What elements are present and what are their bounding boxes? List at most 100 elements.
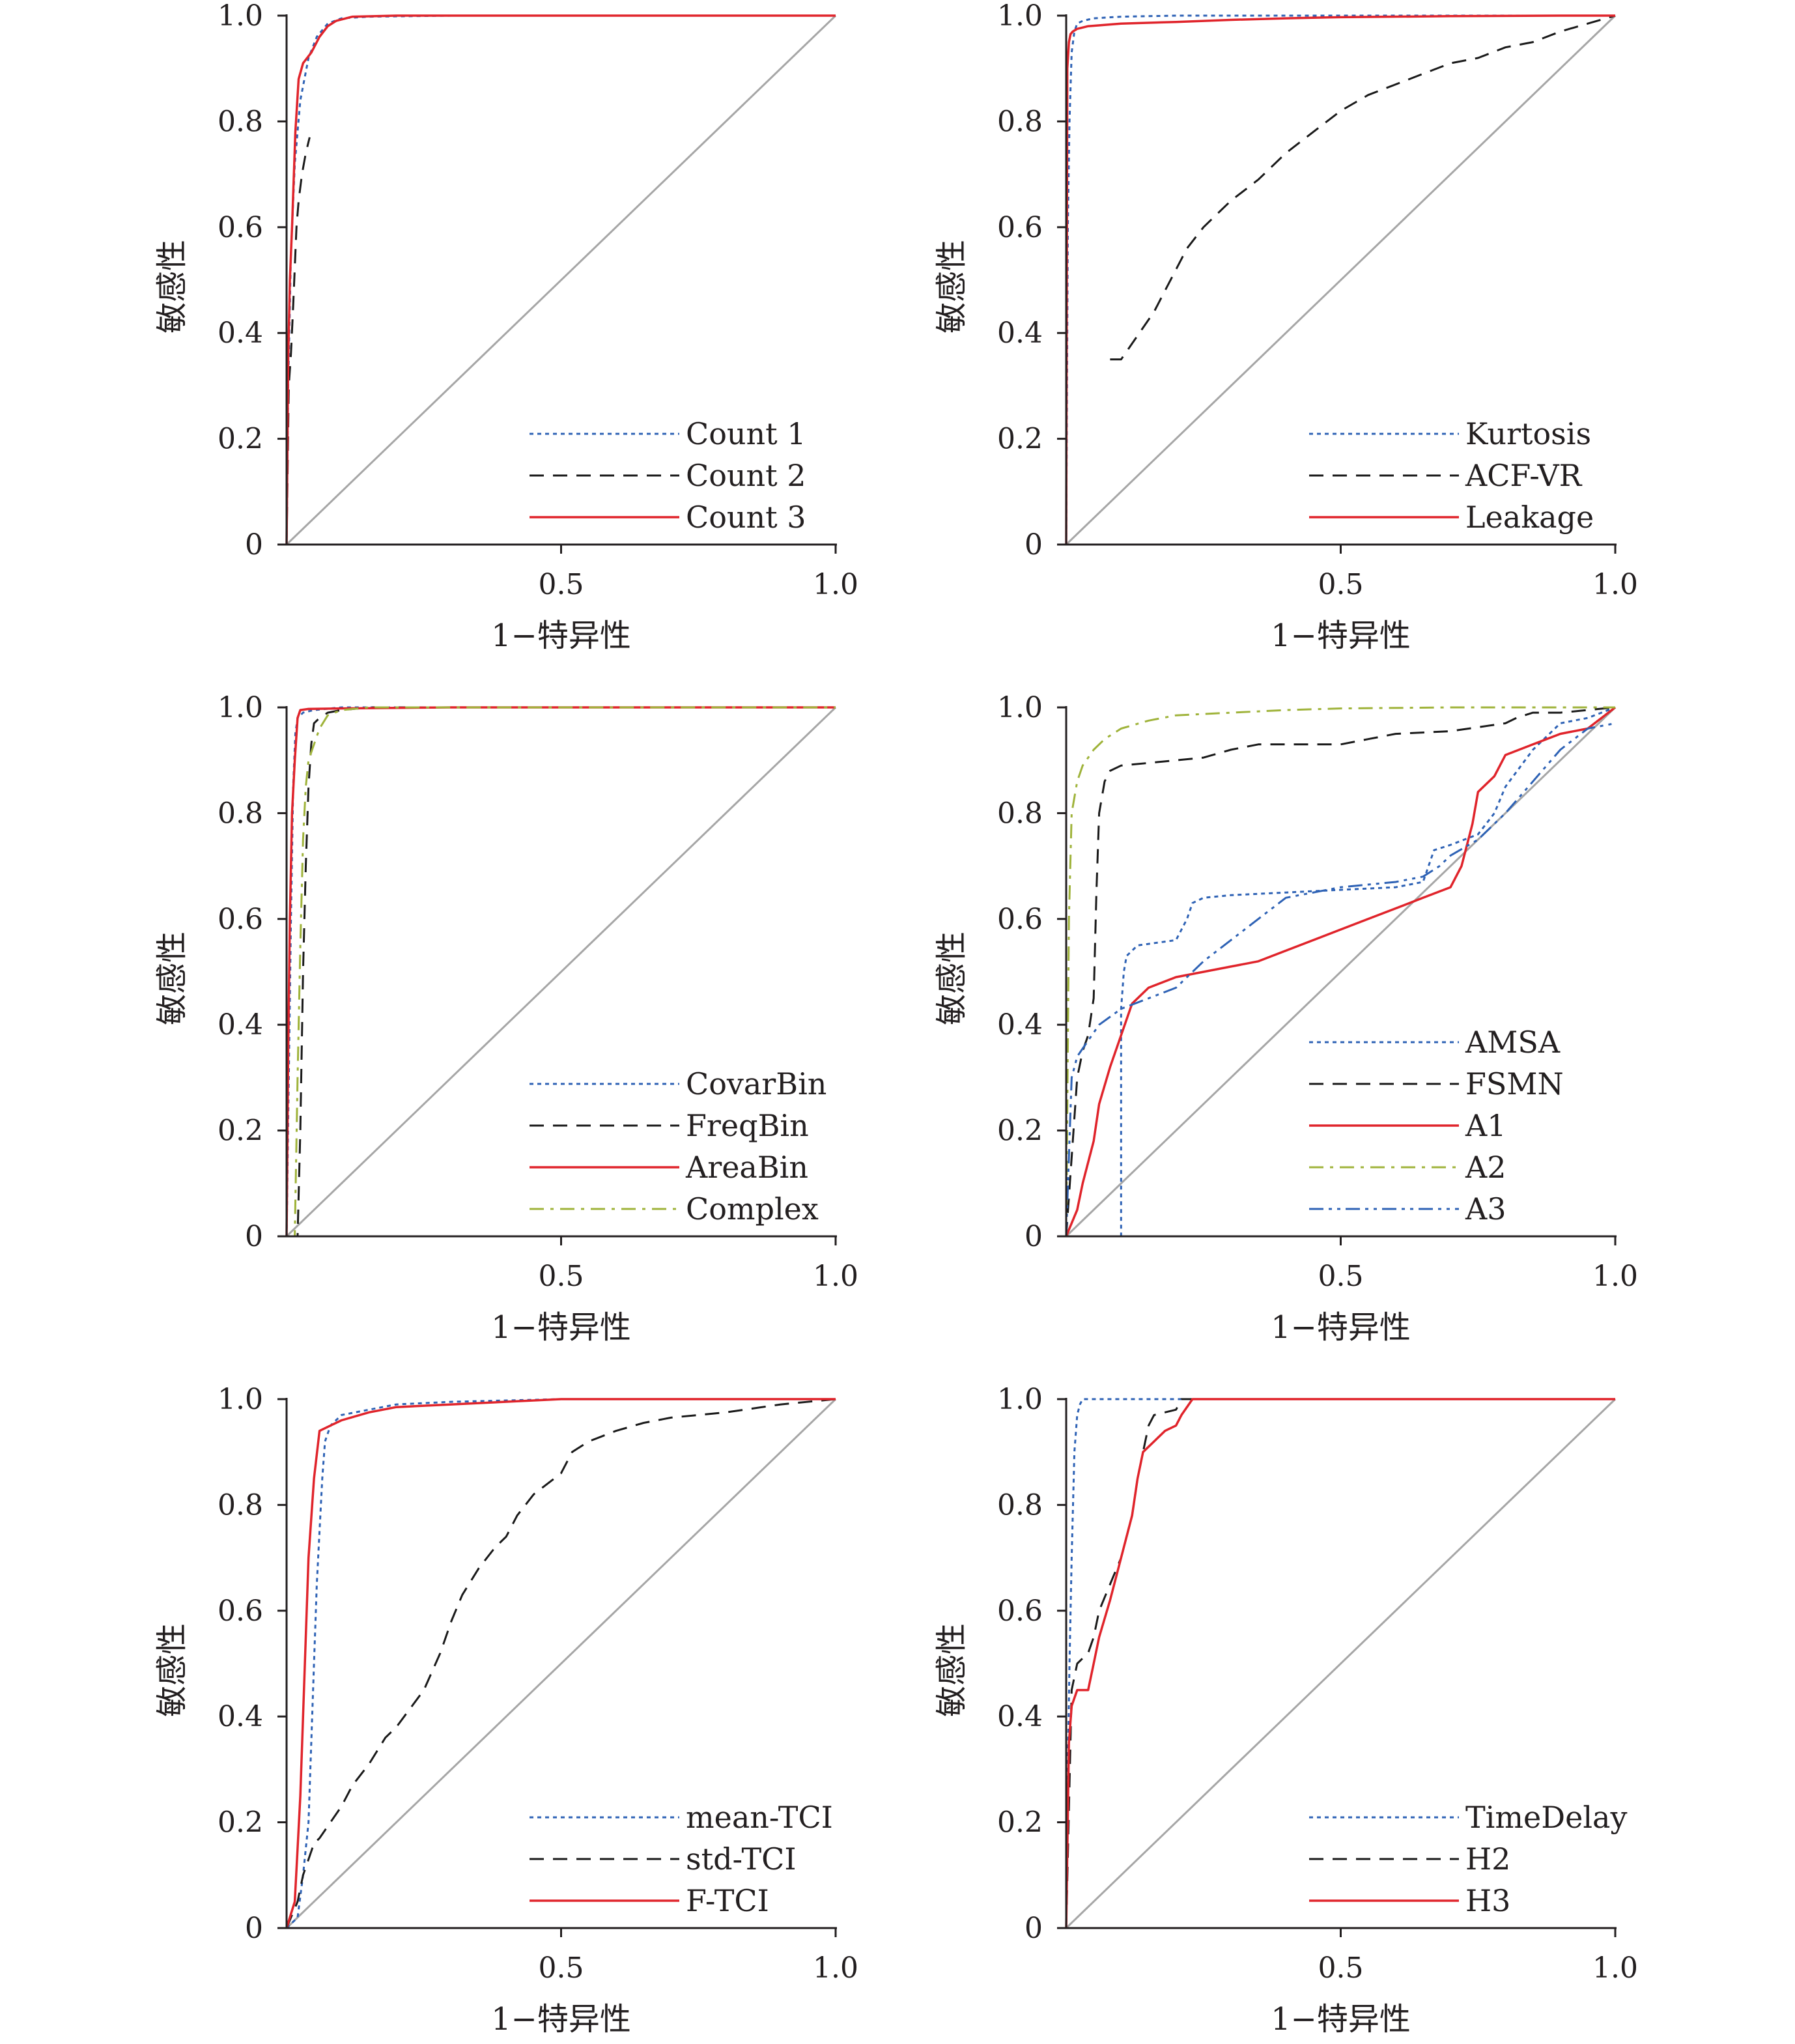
legend-label: TimeDelay — [1465, 1800, 1627, 1835]
y-axis-label: 敏感性 — [933, 931, 970, 1025]
legend-label: A2 — [1465, 1150, 1506, 1185]
legend-label: A1 — [1465, 1108, 1506, 1143]
y-tick-label: 0.6 — [218, 1595, 263, 1628]
y-tick-label: 0 — [1025, 528, 1043, 561]
x-tick-label: 0.5 — [539, 568, 584, 601]
legend: AMSA FSMN A1 A2 A3 — [1309, 1025, 1564, 1227]
legend-label: Kurtosis — [1465, 416, 1591, 451]
diagonal-reference-line — [285, 1398, 837, 1929]
x-tick-label: 0.5 — [1318, 1260, 1364, 1293]
y-tick-label: 0.6 — [997, 903, 1043, 936]
series-line-acf-vr — [1110, 14, 1616, 361]
series-line-timedelay — [1065, 1398, 1615, 1929]
y-tick-label: 0 — [245, 1220, 263, 1253]
x-axis-label: 1−特异性 — [491, 1309, 631, 1346]
y-tick-label: 0.2 — [218, 1114, 263, 1148]
x-tick-label: 0.5 — [1318, 1952, 1364, 1985]
x-tick-label: 1.0 — [813, 1260, 858, 1293]
diagonal-reference-line — [285, 14, 837, 546]
series-line-h3 — [1065, 1398, 1615, 1929]
series-line-leakage — [1065, 14, 1615, 545]
x-tick-label: 1.0 — [1592, 1952, 1638, 1985]
y-tick-label: 1.0 — [218, 1383, 263, 1416]
y-tick-label: 0.4 — [218, 317, 263, 350]
legend: TimeDelay H2 H3 — [1309, 1800, 1627, 1918]
y-tick-label: 0.6 — [997, 211, 1043, 244]
roc-panel-5: 0 0.2 0.4 0.6 0.8 1.0 0.5 1.0 1−特异性 敏感性 mean-TCI st… — [154, 1383, 858, 2037]
y-tick-label: 0.6 — [997, 1595, 1043, 1628]
y-tick-label: 0.4 — [997, 317, 1043, 350]
legend: Kurtosis ACF-VR Leakage — [1309, 416, 1594, 535]
legend-label: mean-TCI — [686, 1800, 833, 1835]
legend-label: F-TCI — [686, 1883, 769, 1918]
legend-label: CovarBin — [686, 1066, 827, 1101]
x-axis-label: 1−特异性 — [1271, 617, 1411, 654]
x-tick-label: 1.0 — [813, 1952, 858, 1985]
roc-panel-3: 0 0.2 0.4 0.6 0.8 1.0 0.5 1.0 1−特异性 敏感性 CovarBin Fr… — [154, 691, 858, 1346]
y-tick-label: 1.0 — [218, 0, 263, 33]
y-tick-label: 0 — [1025, 1220, 1043, 1253]
y-tick-label: 0.4 — [218, 1008, 263, 1042]
y-tick-label: 0.2 — [218, 1806, 263, 1839]
y-tick-label: 0.2 — [218, 423, 263, 456]
series-line-amsa — [1066, 706, 1616, 1238]
legend-label: FSMN — [1465, 1066, 1564, 1101]
y-tick-label: 0.2 — [997, 1806, 1043, 1839]
x-tick-label: 1.0 — [1592, 568, 1638, 601]
roc-panel-2: 0 0.2 0.4 0.6 0.8 1.0 0.5 1.0 1−特异性 敏感性 Kurtosis AC… — [933, 0, 1638, 654]
y-tick-label: 0.6 — [218, 903, 263, 936]
y-axis-label: 敏感性 — [933, 240, 970, 334]
series-line-freqbin — [287, 706, 836, 1238]
series-line-fsmn — [1065, 706, 1616, 1237]
legend-label: std-TCI — [686, 1841, 797, 1877]
y-axis-label: 敏感性 — [933, 1623, 970, 1717]
y-tick-label: 0.8 — [997, 105, 1043, 138]
legend-label: AreaBin — [685, 1150, 808, 1185]
y-tick-label: 0.2 — [997, 423, 1043, 456]
y-tick-label: 0 — [245, 528, 263, 561]
y-tick-label: 0.4 — [218, 1700, 263, 1733]
y-tick-label: 0.8 — [997, 797, 1043, 830]
x-tick-label: 0.5 — [539, 1952, 584, 1985]
diagonal-reference-line — [1065, 706, 1617, 1238]
diagonal-reference-line — [1065, 1398, 1617, 1929]
x-axis-label: 1−特异性 — [1271, 2001, 1411, 2037]
y-axis-label: 敏感性 — [154, 931, 190, 1025]
x-tick-label: 1.0 — [813, 568, 858, 601]
legend-label: ACF-VR — [1465, 458, 1583, 493]
legend-label: Complex — [686, 1191, 819, 1227]
x-tick-label: 1.0 — [1592, 1260, 1638, 1293]
diagonal-reference-line — [1065, 14, 1617, 546]
legend-label: Count 3 — [686, 500, 806, 535]
legend: CovarBin FreqBin AreaBin Complex — [530, 1066, 827, 1227]
y-tick-label: 1.0 — [218, 691, 263, 724]
series-line-mean-tci — [285, 1398, 836, 1929]
legend-label: A3 — [1465, 1191, 1506, 1227]
y-axis-label: 敏感性 — [154, 240, 190, 334]
series-line-a1 — [1065, 706, 1617, 1237]
y-tick-label: 1.0 — [997, 1383, 1043, 1416]
y-tick-label: 0.2 — [997, 1114, 1043, 1148]
legend: mean-TCI std-TCI F-TCI — [530, 1800, 833, 1918]
legend-label: H2 — [1465, 1841, 1510, 1877]
series-line-std-tci — [285, 1398, 836, 1929]
y-tick-label: 1.0 — [997, 691, 1043, 724]
y-tick-label: 0.8 — [997, 1488, 1043, 1522]
series-line-f-tci — [285, 1398, 836, 1929]
legend-label: Count 1 — [686, 416, 806, 451]
legend-label: FreqBin — [686, 1108, 809, 1143]
legend-label: Count 2 — [686, 458, 806, 493]
legend: Count 1 Count 2 Count 3 — [530, 416, 806, 535]
x-tick-label: 0.5 — [1318, 568, 1364, 601]
series-line-count-2 — [285, 137, 311, 545]
diagonal-reference-line — [285, 706, 837, 1238]
y-tick-label: 0.8 — [218, 105, 263, 138]
y-tick-label: 0.8 — [218, 1488, 263, 1522]
x-axis-label: 1−特异性 — [491, 617, 631, 654]
y-axis-label: 敏感性 — [154, 1623, 190, 1717]
legend-label: AMSA — [1465, 1025, 1561, 1060]
roc-panel-6: 0 0.2 0.4 0.6 0.8 1.0 0.5 1.0 1−特异性 敏感性 TimeDelay H… — [933, 1383, 1638, 2037]
y-tick-label: 0 — [1025, 1912, 1043, 1945]
